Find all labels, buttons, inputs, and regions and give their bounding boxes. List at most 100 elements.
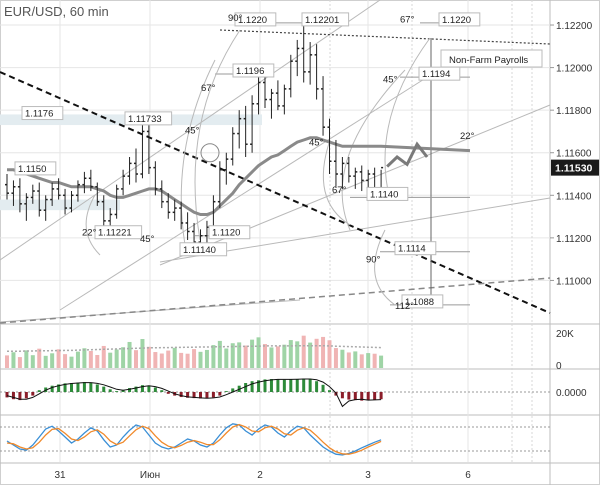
candle-layer	[5, 25, 384, 251]
volume-bar	[159, 353, 164, 368]
volume-bar	[379, 355, 384, 368]
price-level-box	[401, 294, 444, 309]
volume-bar	[101, 345, 106, 368]
volume-bar	[134, 350, 138, 368]
arc-right-upper	[384, 37, 431, 201]
price-tick-label: 1.12000	[556, 64, 593, 75]
arc-left-outer	[194, 29, 241, 241]
osc-histogram-bar	[76, 382, 80, 392]
osc-histogram-bar	[211, 392, 215, 398]
osc-histogram-bar	[108, 389, 112, 392]
price-level-label: 1.1220	[238, 15, 267, 26]
stochastic-pane	[0, 423, 550, 456]
volume-bar	[217, 340, 222, 368]
time-tick-label: Июн	[140, 470, 160, 481]
price-level-label: 1.12201	[305, 15, 339, 26]
volume-bar	[153, 352, 158, 368]
angle-label: 22°	[460, 131, 475, 142]
osc-histogram-bar	[199, 392, 202, 399]
angle-label: 22°	[82, 228, 97, 239]
volume-bar	[346, 352, 351, 368]
osc-histogram-bar	[373, 392, 377, 400]
price-tick-label: 1.11800	[556, 106, 592, 117]
osc-histogram-bar	[250, 381, 254, 392]
volume-bar	[204, 349, 209, 368]
osc-histogram-bar	[379, 392, 383, 400]
osc-histogram-bar	[282, 379, 286, 392]
price-level-box	[124, 111, 173, 126]
price-level-label: 1.1150	[18, 164, 46, 175]
volume-bar	[353, 351, 358, 368]
volume-bar	[314, 338, 319, 368]
arc-right-mid	[341, 69, 406, 231]
time-tick-label: 31	[54, 470, 66, 481]
osc-histogram-bar	[134, 386, 138, 392]
volume-bar	[88, 350, 93, 368]
price-level-box	[366, 186, 409, 201]
osc-histogram-bar	[186, 392, 190, 398]
volume-bar	[301, 335, 306, 368]
volume-bar	[69, 356, 74, 368]
price-level-box	[179, 242, 228, 257]
price-level-box	[418, 66, 461, 81]
moving-average-line	[7, 136, 471, 216]
osc-histogram-bar	[328, 390, 331, 392]
volume-bar	[256, 337, 261, 368]
volume-bar	[37, 348, 42, 368]
volume-bar	[372, 353, 377, 368]
volume-pane: 20K 0	[5, 329, 574, 372]
price-level-box	[21, 106, 64, 121]
volume-bar	[5, 355, 9, 368]
price-level-box	[438, 12, 481, 27]
volume-bar	[288, 340, 293, 368]
volume-bar	[224, 348, 229, 368]
angle-label: 45°	[140, 234, 155, 245]
volume-bar	[250, 339, 255, 368]
arc-right-lower	[374, 229, 396, 306]
volume-bar	[127, 341, 132, 368]
volume-bar	[230, 343, 235, 368]
price-level-label: 1.11733	[128, 114, 162, 125]
chart-title: EUR/USD, 60 min	[4, 4, 109, 19]
osc-histogram-bar	[269, 379, 273, 392]
current-price-label: 1.11530	[555, 163, 593, 175]
volume-bar	[295, 341, 300, 368]
price-level-label: 1.1220	[442, 15, 471, 26]
volume-tick-label: 20K	[556, 329, 574, 340]
support-zone	[0, 199, 120, 211]
volume-bar	[243, 345, 248, 368]
volume-bar	[198, 351, 203, 368]
volume-bar	[172, 347, 177, 368]
angle-label: 90°	[366, 254, 381, 265]
osc-histogram-bar	[231, 388, 235, 392]
osc-histogram-bar	[224, 391, 228, 392]
volume-bar	[95, 354, 100, 368]
osc-histogram-bar	[82, 382, 86, 392]
time-tick-label: 2	[257, 470, 263, 481]
price-level-label: 1.1114	[398, 244, 426, 255]
volume-bar	[211, 345, 216, 368]
osc-histogram-bar	[192, 392, 196, 399]
osc-histogram-bar	[289, 379, 293, 392]
price-tick-label: 1.11400	[556, 191, 592, 202]
volume-bar	[24, 350, 29, 368]
osc-histogram-bar	[63, 383, 67, 392]
osc-histogram-bar	[95, 384, 99, 392]
volume-bar	[82, 348, 87, 368]
osc-signal-line	[6, 378, 382, 408]
price-level-label: 1.1140	[370, 189, 398, 200]
price-level-label: 1.11140	[183, 245, 216, 256]
stoch-d-line	[6, 423, 382, 455]
volume-bar	[146, 346, 151, 368]
forecast-path	[386, 141, 429, 168]
price-tick-label: 1.12200	[556, 21, 593, 32]
price-level-box	[232, 63, 275, 78]
angle-label: 67°	[332, 185, 347, 196]
current-price-tag	[551, 159, 599, 176]
angle-label: 90°	[228, 13, 243, 24]
volume-bar	[327, 340, 332, 368]
osc-histogram-bar	[11, 392, 15, 400]
dotted-resistance-line	[219, 29, 551, 45]
